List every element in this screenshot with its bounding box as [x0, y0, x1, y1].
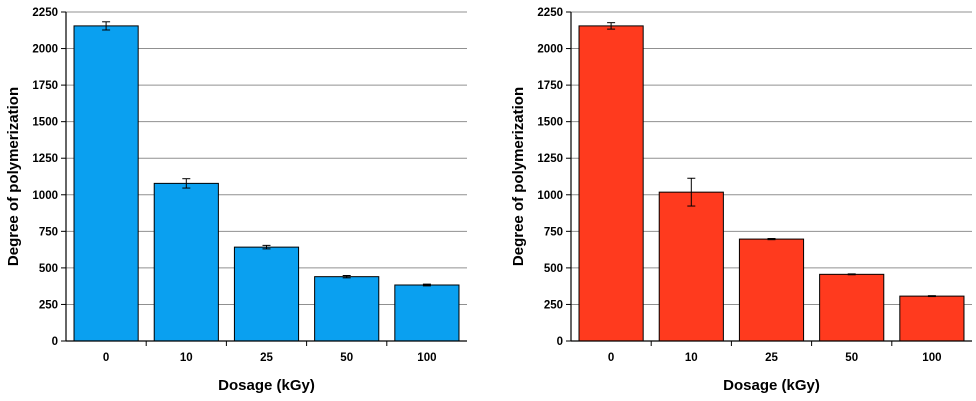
x-tick-label: 100 [922, 352, 941, 364]
y-tick-label: 1000 [32, 190, 58, 202]
bars [578, 22, 965, 342]
y-tick-label: 1250 [537, 153, 563, 165]
bar-10 [658, 191, 724, 342]
error-bar-25 [767, 237, 776, 241]
error-bar-50 [342, 274, 351, 279]
y-tick-label: 250 [544, 299, 563, 311]
x-axis-title: Dosage (kGy) [218, 377, 315, 394]
error-bar-10 [687, 177, 696, 207]
x-tick-label: 25 [765, 352, 778, 364]
y-tick-label: 1500 [537, 117, 563, 129]
y-axis-title: Degree of polymerization [510, 87, 527, 266]
y-tick-labels: 0 250 500 750 1000 1250 1500 1750 2000 2250 [537, 7, 571, 348]
x-tick-label: 0 [103, 352, 109, 364]
error-bar-0 [102, 21, 111, 31]
error-bar-10 [182, 178, 191, 189]
y-tick-label: 0 [52, 336, 58, 348]
error-bar-100 [422, 283, 431, 287]
bar-chart-right: 0 250 500 750 1000 1250 1500 1750 2000 2250 0 10 25 5… [510, 7, 972, 394]
x-tick-label: 100 [417, 352, 436, 364]
error-bar-0 [607, 22, 616, 30]
y-tick-label: 2250 [537, 7, 563, 19]
bar-10 [153, 182, 219, 342]
y-tick-label: 0 [557, 336, 563, 348]
x-tick-label: 25 [260, 352, 273, 364]
y-tick-label: 2000 [537, 44, 563, 56]
y-tick-label: 500 [544, 263, 563, 275]
error-bar-25 [262, 244, 271, 250]
y-tick-label: 750 [544, 226, 563, 238]
bar-50 [819, 273, 885, 342]
x-tick-labels: 0 10 25 50 100 [608, 341, 941, 364]
y-tick-label: 1250 [32, 153, 58, 165]
bar-0 [578, 25, 644, 342]
x-tick-label: 10 [180, 352, 193, 364]
x-tick-label: 50 [340, 352, 353, 364]
x-tick-label: 10 [685, 352, 698, 364]
bar-0 [73, 25, 139, 342]
y-tick-label: 1000 [537, 190, 563, 202]
y-axis-title: Degree of polymerization [5, 87, 22, 266]
y-tick-label: 750 [39, 226, 58, 238]
error-bar-50 [847, 273, 856, 276]
chart-panel-right: 0 250 500 750 1000 1250 1500 1750 2000 2250 0 10 25 5… [505, 0, 976, 401]
chart-panel-left: 0 250 500 750 1000 1250 1500 1750 2000 2250 0 10 25 5… [5, 7, 467, 394]
y-tick-label: 500 [39, 263, 58, 275]
bar-100 [899, 295, 965, 342]
x-tick-label: 50 [845, 352, 858, 364]
bar-chart-left: 0 250 500 750 1000 1250 1500 1750 2000 2250 0 10 25 5… [5, 7, 467, 394]
y-tick-label: 2000 [32, 44, 58, 56]
y-tick-label: 1750 [32, 80, 58, 92]
y-tick-labels: 0 250 500 750 1000 1250 1500 1750 2000 2250 [32, 7, 66, 348]
y-tick-label: 250 [39, 299, 58, 311]
x-axis-title: Dosage (kGy) [723, 377, 820, 394]
y-tick-label: 2250 [32, 7, 58, 19]
x-tick-label: 0 [608, 352, 614, 364]
error-bar-100 [927, 295, 936, 298]
bar-100 [394, 284, 460, 342]
bars [73, 21, 460, 342]
y-tick-label: 1750 [537, 80, 563, 92]
bar-25 [233, 246, 300, 342]
y-tick-label: 1500 [32, 117, 58, 129]
x-tick-labels: 0 10 25 50 100 [103, 341, 436, 364]
bar-50 [314, 276, 380, 342]
bar-25 [738, 238, 805, 342]
